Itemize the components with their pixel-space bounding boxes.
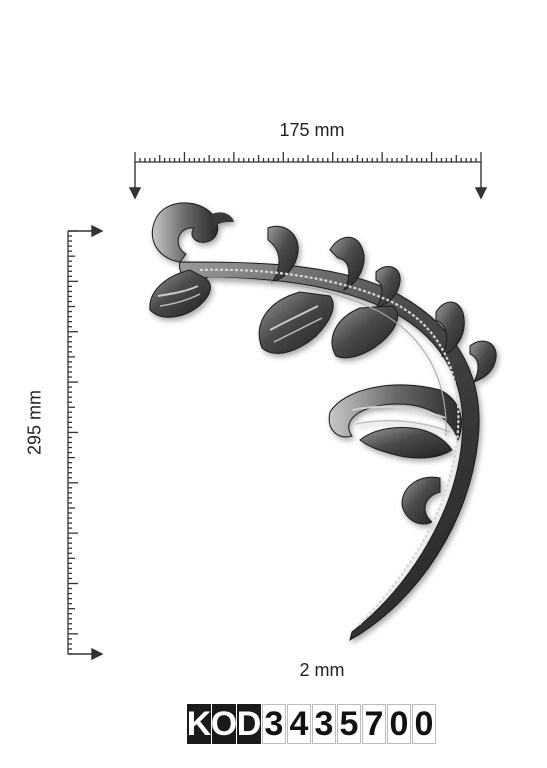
code-digit: 3 [262, 704, 286, 744]
code-prefix-char: O [210, 704, 238, 744]
width-arrow-right-head [474, 187, 488, 200]
code-digit: 4 [287, 704, 311, 744]
code-prefix-char: D [236, 704, 262, 744]
acanthus-leaf-ornament [149, 202, 497, 642]
height-arrow-bottom-head [91, 647, 104, 661]
code-digit: 5 [337, 704, 361, 744]
height-dimension-label: 295 mm [24, 389, 45, 456]
height-arrow-top-head [91, 224, 104, 238]
code-prefix-char: K [186, 704, 212, 744]
width-arrow-left-head [128, 187, 142, 200]
product-code: K O D 3 4 3 5 7 0 0 [187, 704, 436, 746]
code-digit: 0 [387, 704, 411, 744]
code-digit: 3 [312, 704, 336, 744]
thickness-dimension-label: 2 mm [299, 660, 345, 680]
code-digit: 0 [412, 704, 436, 744]
code-digit: 7 [362, 704, 386, 744]
width-dimension-label: 175 mm [279, 120, 345, 140]
